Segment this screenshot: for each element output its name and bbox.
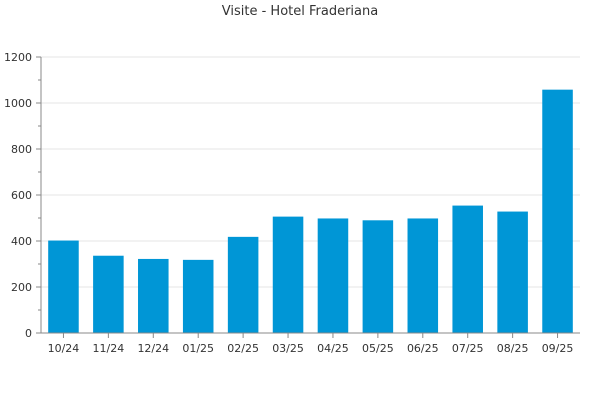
x-tick-label: 05/25 <box>362 342 394 355</box>
y-tick-label: 600 <box>11 189 32 202</box>
axes <box>36 56 580 338</box>
y-tick-label: 800 <box>11 143 32 156</box>
x-tick-label: 06/25 <box>407 342 439 355</box>
x-tick-label: 04/25 <box>317 342 349 355</box>
bars <box>48 89 573 333</box>
x-tick-label: 10/24 <box>48 342 80 355</box>
bar-07-25 <box>452 205 483 333</box>
y-tick-label: 1000 <box>4 97 32 110</box>
bar-04-25 <box>317 218 349 333</box>
bar-12-24 <box>138 258 169 333</box>
grid-lines <box>41 56 580 288</box>
tick-labels: 0 200 400 600 800 1000 1200 10/24 11/24 12/24 01/2… <box>4 51 573 355</box>
bar-11-24 <box>93 255 124 333</box>
bar-06-25 <box>407 218 439 333</box>
y-tick-label: 400 <box>11 235 32 248</box>
bar-08-25 <box>497 211 528 333</box>
x-tick-label: 03/25 <box>272 342 304 355</box>
x-tick-label: 01/25 <box>182 342 214 355</box>
y-tick-label: 0 <box>25 327 32 340</box>
bar-09-25 <box>542 89 573 333</box>
x-tick-label: 12/24 <box>137 342 169 355</box>
x-tick-label: 08/25 <box>497 342 529 355</box>
x-tick-label: 02/25 <box>227 342 259 355</box>
x-tick-label: 09/25 <box>542 342 574 355</box>
y-tick-label: 200 <box>11 281 32 294</box>
bar-02-25 <box>227 236 259 333</box>
bar-01-25 <box>182 259 214 333</box>
x-tick-label: 07/25 <box>452 342 484 355</box>
bar-05-25 <box>362 220 394 333</box>
x-tick-label: 11/24 <box>93 342 125 355</box>
bar-10-24 <box>48 240 79 333</box>
bar-03-25 <box>272 216 304 333</box>
y-tick-label: 1200 <box>4 51 32 64</box>
chart-title: Visite - Hotel Fraderiana <box>221 4 379 19</box>
